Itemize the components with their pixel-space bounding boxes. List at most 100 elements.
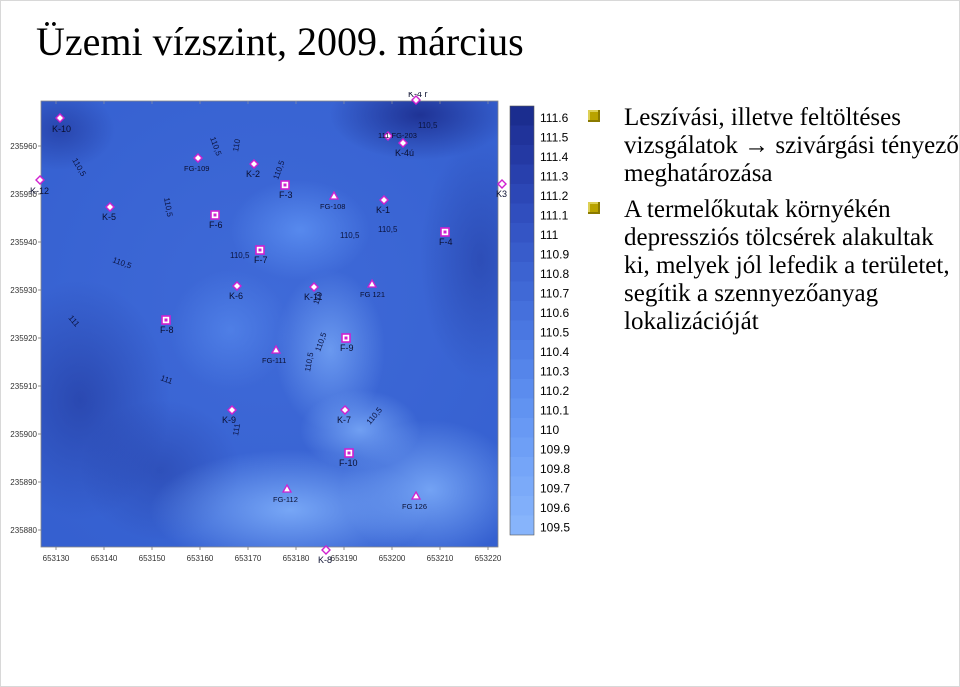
y-tick-label: 235930 bbox=[10, 286, 37, 295]
well-label: K-1 bbox=[376, 205, 390, 215]
well-marker-triangle bbox=[328, 190, 340, 200]
well-marker-square-dot bbox=[213, 213, 217, 217]
well-label: FG-109 bbox=[184, 164, 209, 173]
groundwater-level-map: 235960 235950 235940 235930 235920 235910 2359… bbox=[10, 92, 570, 565]
well-marker-triangle bbox=[270, 344, 282, 354]
legend-label: 110.9 bbox=[540, 247, 569, 261]
legend-label: 110.1 bbox=[540, 403, 569, 417]
bullet-item: Leszívási, illetve feltöltéses vizsgálat… bbox=[588, 104, 960, 188]
legend-swatch bbox=[510, 515, 534, 535]
well-label: F-8 bbox=[160, 325, 174, 335]
well-markers: K-10 K-12 K-5 FG-109 K-2 F-3 FG-108 K-1 K3 F-6 F-7… bbox=[30, 92, 507, 565]
plot-frame bbox=[40, 100, 499, 548]
y-axis: 235960 235950 235940 235930 235920 235910 2359… bbox=[10, 142, 41, 535]
well-marker-triangle bbox=[410, 490, 422, 500]
well-marker-diamond bbox=[411, 95, 421, 105]
well-marker-triangle bbox=[366, 278, 378, 288]
legend-label: 109.6 bbox=[540, 501, 570, 515]
well-marker-diamond bbox=[340, 405, 350, 415]
contour-label: 110,5 bbox=[378, 225, 398, 234]
well-marker-diamond bbox=[35, 175, 45, 185]
square-bullet-icon bbox=[588, 110, 600, 122]
legend-label: 110.7 bbox=[540, 286, 569, 300]
legend-swatch bbox=[510, 496, 534, 516]
legend-swatch bbox=[510, 203, 534, 223]
legend-label: 111.2 bbox=[540, 189, 569, 203]
legend-label: 111.6 bbox=[540, 111, 569, 125]
legend-label: 110.3 bbox=[540, 364, 569, 378]
legend-label: 110.5 bbox=[540, 325, 569, 339]
well-marker-diamond bbox=[232, 281, 242, 291]
well-label: K-5 bbox=[102, 212, 116, 222]
well-label: FG 126 bbox=[402, 502, 427, 511]
well-label: F-9 bbox=[340, 343, 354, 353]
legend-label: 110.2 bbox=[540, 384, 569, 398]
legend-label: 111.1 bbox=[540, 208, 569, 222]
x-tick-label: 653200 bbox=[379, 554, 406, 563]
well-marker-diamond bbox=[193, 153, 203, 163]
legend-swatch bbox=[510, 184, 534, 204]
legend-swatch bbox=[510, 106, 534, 126]
square-bullet-icon bbox=[588, 202, 600, 214]
legend-swatch bbox=[510, 340, 534, 360]
legend-label: 111.5 bbox=[540, 130, 569, 144]
legend-label: 111.4 bbox=[540, 150, 569, 164]
well-label: F-6 bbox=[209, 220, 223, 230]
well-label: K-6 bbox=[229, 291, 243, 301]
legend-swatch bbox=[510, 320, 534, 340]
well-marker-square-dot bbox=[443, 230, 447, 234]
contour-label: 110,5 bbox=[418, 121, 438, 130]
y-tick-label: 235900 bbox=[10, 430, 37, 439]
well-marker-square-dot bbox=[344, 336, 348, 340]
well-marker-diamond bbox=[227, 405, 237, 415]
well-marker-diamond bbox=[105, 202, 115, 212]
x-tick-label: 653190 bbox=[331, 554, 358, 563]
legend-swatch bbox=[510, 437, 534, 457]
contour-label: 110 bbox=[311, 290, 324, 306]
legend-label: 109.9 bbox=[540, 442, 570, 456]
contour-label: 110,5 bbox=[303, 351, 315, 372]
well-label: FG-112 bbox=[273, 495, 298, 504]
legend-label: 110 bbox=[540, 423, 559, 437]
well-label: F-3 bbox=[279, 190, 293, 200]
well-label: F-4 bbox=[439, 237, 453, 247]
well-label: K-2 bbox=[246, 169, 260, 179]
well-label: K-8 bbox=[318, 555, 332, 565]
x-tick-label: 653160 bbox=[187, 554, 214, 563]
well-marker-diamond bbox=[249, 159, 259, 169]
x-axis: 653130 653140 653150 653160 653170 653180 6531… bbox=[43, 101, 502, 563]
legend-label: 110.4 bbox=[540, 345, 569, 359]
legend-swatch bbox=[510, 242, 534, 262]
legend-swatch bbox=[510, 379, 534, 399]
contour-label: 111 bbox=[231, 422, 242, 436]
legend-label: 111 bbox=[540, 228, 559, 242]
well-marker-diamond bbox=[309, 282, 319, 292]
x-tick-label: 653210 bbox=[427, 554, 454, 563]
y-tick-label: 235950 bbox=[10, 190, 37, 199]
contour-label: 110,5 bbox=[162, 197, 174, 218]
well-label: K-10 bbox=[52, 124, 71, 134]
contour-label: 110,5 bbox=[340, 231, 360, 240]
legend-swatch bbox=[510, 125, 534, 145]
legend-label: 110.8 bbox=[540, 267, 569, 281]
legend-label: 110.6 bbox=[540, 306, 569, 320]
well-label: FG 121 bbox=[360, 290, 385, 299]
legend-label: 109.8 bbox=[540, 462, 570, 476]
contour-label: 110 bbox=[231, 138, 242, 153]
y-tick-label: 235910 bbox=[10, 382, 37, 391]
y-tick-label: 235880 bbox=[10, 526, 37, 535]
y-tick-label: 235940 bbox=[10, 238, 37, 247]
well-label: FG-111 bbox=[262, 356, 286, 365]
well-marker-triangle bbox=[281, 483, 293, 493]
legend-label: 109.5 bbox=[540, 520, 570, 534]
x-tick-label: 653170 bbox=[235, 554, 262, 563]
well-marker-square-dot bbox=[258, 248, 262, 252]
legend-swatch bbox=[510, 457, 534, 477]
well-marker-diamond bbox=[55, 113, 65, 123]
legend-label: 109.7 bbox=[540, 481, 570, 495]
x-tick-label: 653140 bbox=[91, 554, 118, 563]
y-tick-label: 235890 bbox=[10, 478, 37, 487]
well-marker-diamond bbox=[383, 131, 393, 141]
contour-label: 111 bbox=[159, 373, 174, 386]
slide-title: Üzemi vízszint, 2009. március bbox=[36, 19, 524, 64]
